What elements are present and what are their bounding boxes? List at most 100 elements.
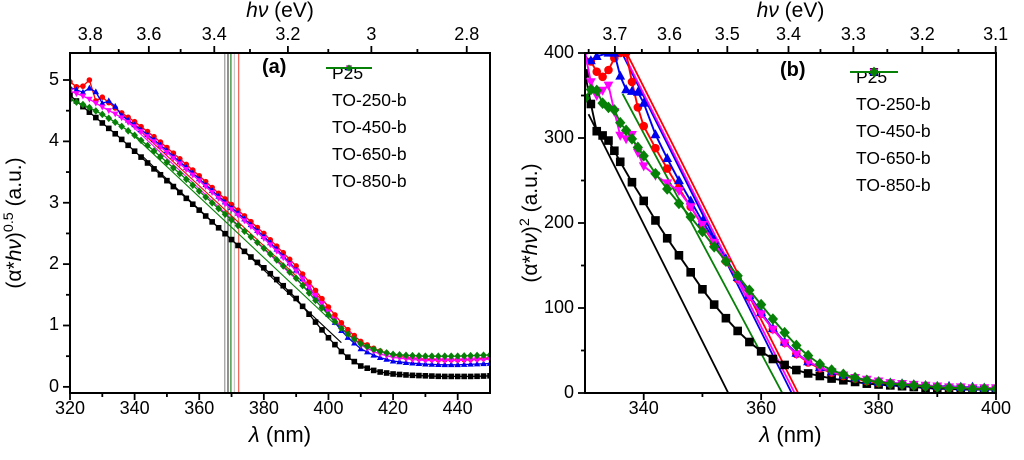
diamond-marker	[241, 227, 248, 236]
top-tick-label: 3.4	[775, 24, 801, 44]
square-marker	[586, 99, 596, 109]
x-tick-label: 360	[746, 398, 777, 418]
diamond-marker	[195, 187, 203, 195]
square-marker	[196, 207, 203, 213]
triangle-down-marker	[685, 203, 696, 213]
triangle-down-marker	[150, 139, 158, 146]
triangle-up-marker	[627, 85, 637, 95]
square-marker	[454, 373, 461, 380]
square-marker	[674, 251, 684, 260]
diamond-marker	[409, 351, 416, 360]
square-marker	[429, 373, 435, 379]
triangle-down-marker	[241, 218, 248, 225]
series-TO-850-b-line	[585, 88, 996, 390]
triangle-down-marker	[673, 187, 684, 197]
diamond-marker	[826, 364, 837, 376]
triangle-down-marker	[183, 166, 190, 173]
diamond-marker	[170, 164, 177, 172]
diamond-marker	[697, 225, 708, 238]
square-marker	[396, 371, 403, 378]
circle-marker	[592, 67, 602, 76]
circle-marker	[627, 77, 637, 87]
x-tick-label: 400	[980, 398, 1012, 418]
circle-marker	[651, 143, 660, 153]
x-tick-label: 340	[628, 398, 659, 418]
series-P25-line	[70, 94, 490, 378]
triangle-down-marker	[118, 115, 125, 122]
diamond-marker	[467, 351, 474, 360]
triangle-up-marker	[673, 175, 684, 185]
square-marker	[662, 234, 672, 243]
triangle-down-marker	[803, 357, 814, 367]
triangle-down-marker	[124, 119, 132, 126]
diamond-marker	[247, 233, 255, 241]
x-axis-title: λ (nm)	[759, 422, 822, 447]
diamond-marker	[273, 256, 281, 264]
triangle-up-marker	[92, 88, 100, 95]
square-marker	[177, 189, 183, 196]
square-marker	[441, 373, 448, 380]
circle-marker	[319, 295, 325, 302]
triangle-up-marker	[638, 97, 649, 107]
diamond-marker	[325, 311, 332, 319]
legend-label: TO-650-b	[856, 148, 931, 168]
square-marker	[93, 114, 99, 121]
square-marker	[598, 131, 607, 140]
square-marker	[768, 354, 778, 364]
y-tick-label: 3	[48, 191, 59, 212]
triangle-down-marker	[286, 261, 293, 268]
triangle-up-marker	[99, 99, 106, 106]
diamond-marker	[932, 381, 943, 393]
square-marker	[209, 219, 215, 225]
triangle-up-marker	[441, 361, 448, 368]
legend-item-TO-650-b: TO-650-b	[326, 65, 407, 168]
square-marker	[241, 248, 248, 255]
triangle-down-marker	[779, 339, 790, 349]
square-marker	[261, 265, 267, 271]
diamond-marker	[176, 169, 184, 178]
diamond-marker	[312, 296, 319, 305]
diamond-legend-sample	[850, 66, 898, 78]
square-marker	[651, 216, 660, 225]
square-marker	[780, 360, 789, 370]
diamond-marker	[157, 152, 164, 161]
triangle-down-marker	[428, 358, 436, 364]
triangle-down-marker	[638, 162, 649, 172]
square-marker	[138, 154, 144, 160]
diamond-marker	[650, 167, 661, 180]
fit-line-1	[127, 129, 336, 325]
square-marker	[364, 365, 371, 372]
diamond-marker	[615, 116, 626, 129]
triangle-up-marker	[448, 361, 455, 368]
square-marker	[422, 373, 429, 379]
triangle-up-marker	[662, 153, 673, 163]
circle-marker	[621, 53, 631, 58]
square-marker	[733, 326, 742, 336]
diamond-marker	[632, 141, 644, 154]
square-marker	[332, 341, 338, 348]
diamond-marker	[428, 352, 436, 360]
triangle-down-marker	[396, 355, 403, 362]
triangle-down-marker	[73, 91, 80, 98]
triangle-down-marker	[585, 78, 596, 88]
triangle-up-marker	[591, 53, 602, 61]
y-tick-label: 0	[48, 375, 59, 396]
legend-label: TO-650-b	[332, 144, 407, 164]
diamond-marker	[662, 183, 673, 195]
diamond-marker	[292, 274, 300, 283]
diamond-marker	[779, 326, 790, 339]
series-TO-650-b-line	[70, 90, 490, 362]
diamond-marker	[260, 244, 268, 252]
triangle-down-marker	[480, 357, 487, 363]
top-tick-label: 3.1	[983, 24, 1009, 44]
series-TO-850-b	[70, 95, 490, 360]
triangle-down-marker	[305, 284, 313, 291]
panel-(b)-legend: P25 TO-250-b TO-450-b TO-650-b TO-850-b	[850, 64, 931, 199]
diamond-marker	[849, 371, 861, 384]
diamond-marker	[441, 352, 449, 360]
y-tick-label: 300	[543, 127, 574, 147]
circle-marker	[345, 326, 351, 333]
diamond-marker	[896, 378, 908, 391]
triangle-down-marker	[157, 144, 164, 151]
